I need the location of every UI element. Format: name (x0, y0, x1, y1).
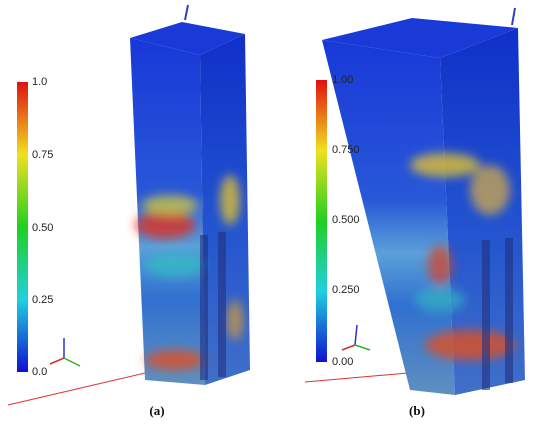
panel-label: (a) (149, 403, 164, 418)
colorbar-tick: 0.500 (332, 214, 360, 226)
axis-line (305, 372, 420, 382)
colorbar-tick: 0.00 (332, 356, 353, 368)
panel-b: 1.00 0.750 0.500 0.250 0.00 (b) (305, 8, 525, 418)
colorbar-tick: 0.0 (32, 366, 47, 378)
colorbar-tick: 0.25 (32, 294, 53, 306)
colorbar-tick: 1.0 (32, 76, 47, 88)
slot (200, 235, 208, 380)
figure: 1.0 0.75 0.50 0.25 0.0 (a) 1.00 0.750 0.… (0, 0, 546, 427)
panel-a: 1.0 0.75 0.50 0.25 0.0 (a) (8, 5, 250, 418)
slot (505, 238, 513, 383)
slot (482, 240, 490, 390)
colorbar-tick: 0.75 (32, 149, 53, 161)
colorbar-tick: 0.50 (32, 222, 53, 234)
colorbar (17, 82, 28, 372)
slot (218, 232, 226, 377)
panel-label: (b) (409, 403, 425, 418)
colorbar-tick: 1.00 (332, 74, 353, 86)
orientation-triad (342, 325, 370, 350)
orientation-triad (50, 338, 80, 366)
colorbar (316, 80, 327, 362)
axis-line (185, 5, 188, 20)
colorbar-tick: 0.750 (332, 144, 360, 156)
axis-line (512, 8, 515, 25)
colorbar-tick: 0.250 (332, 284, 360, 296)
